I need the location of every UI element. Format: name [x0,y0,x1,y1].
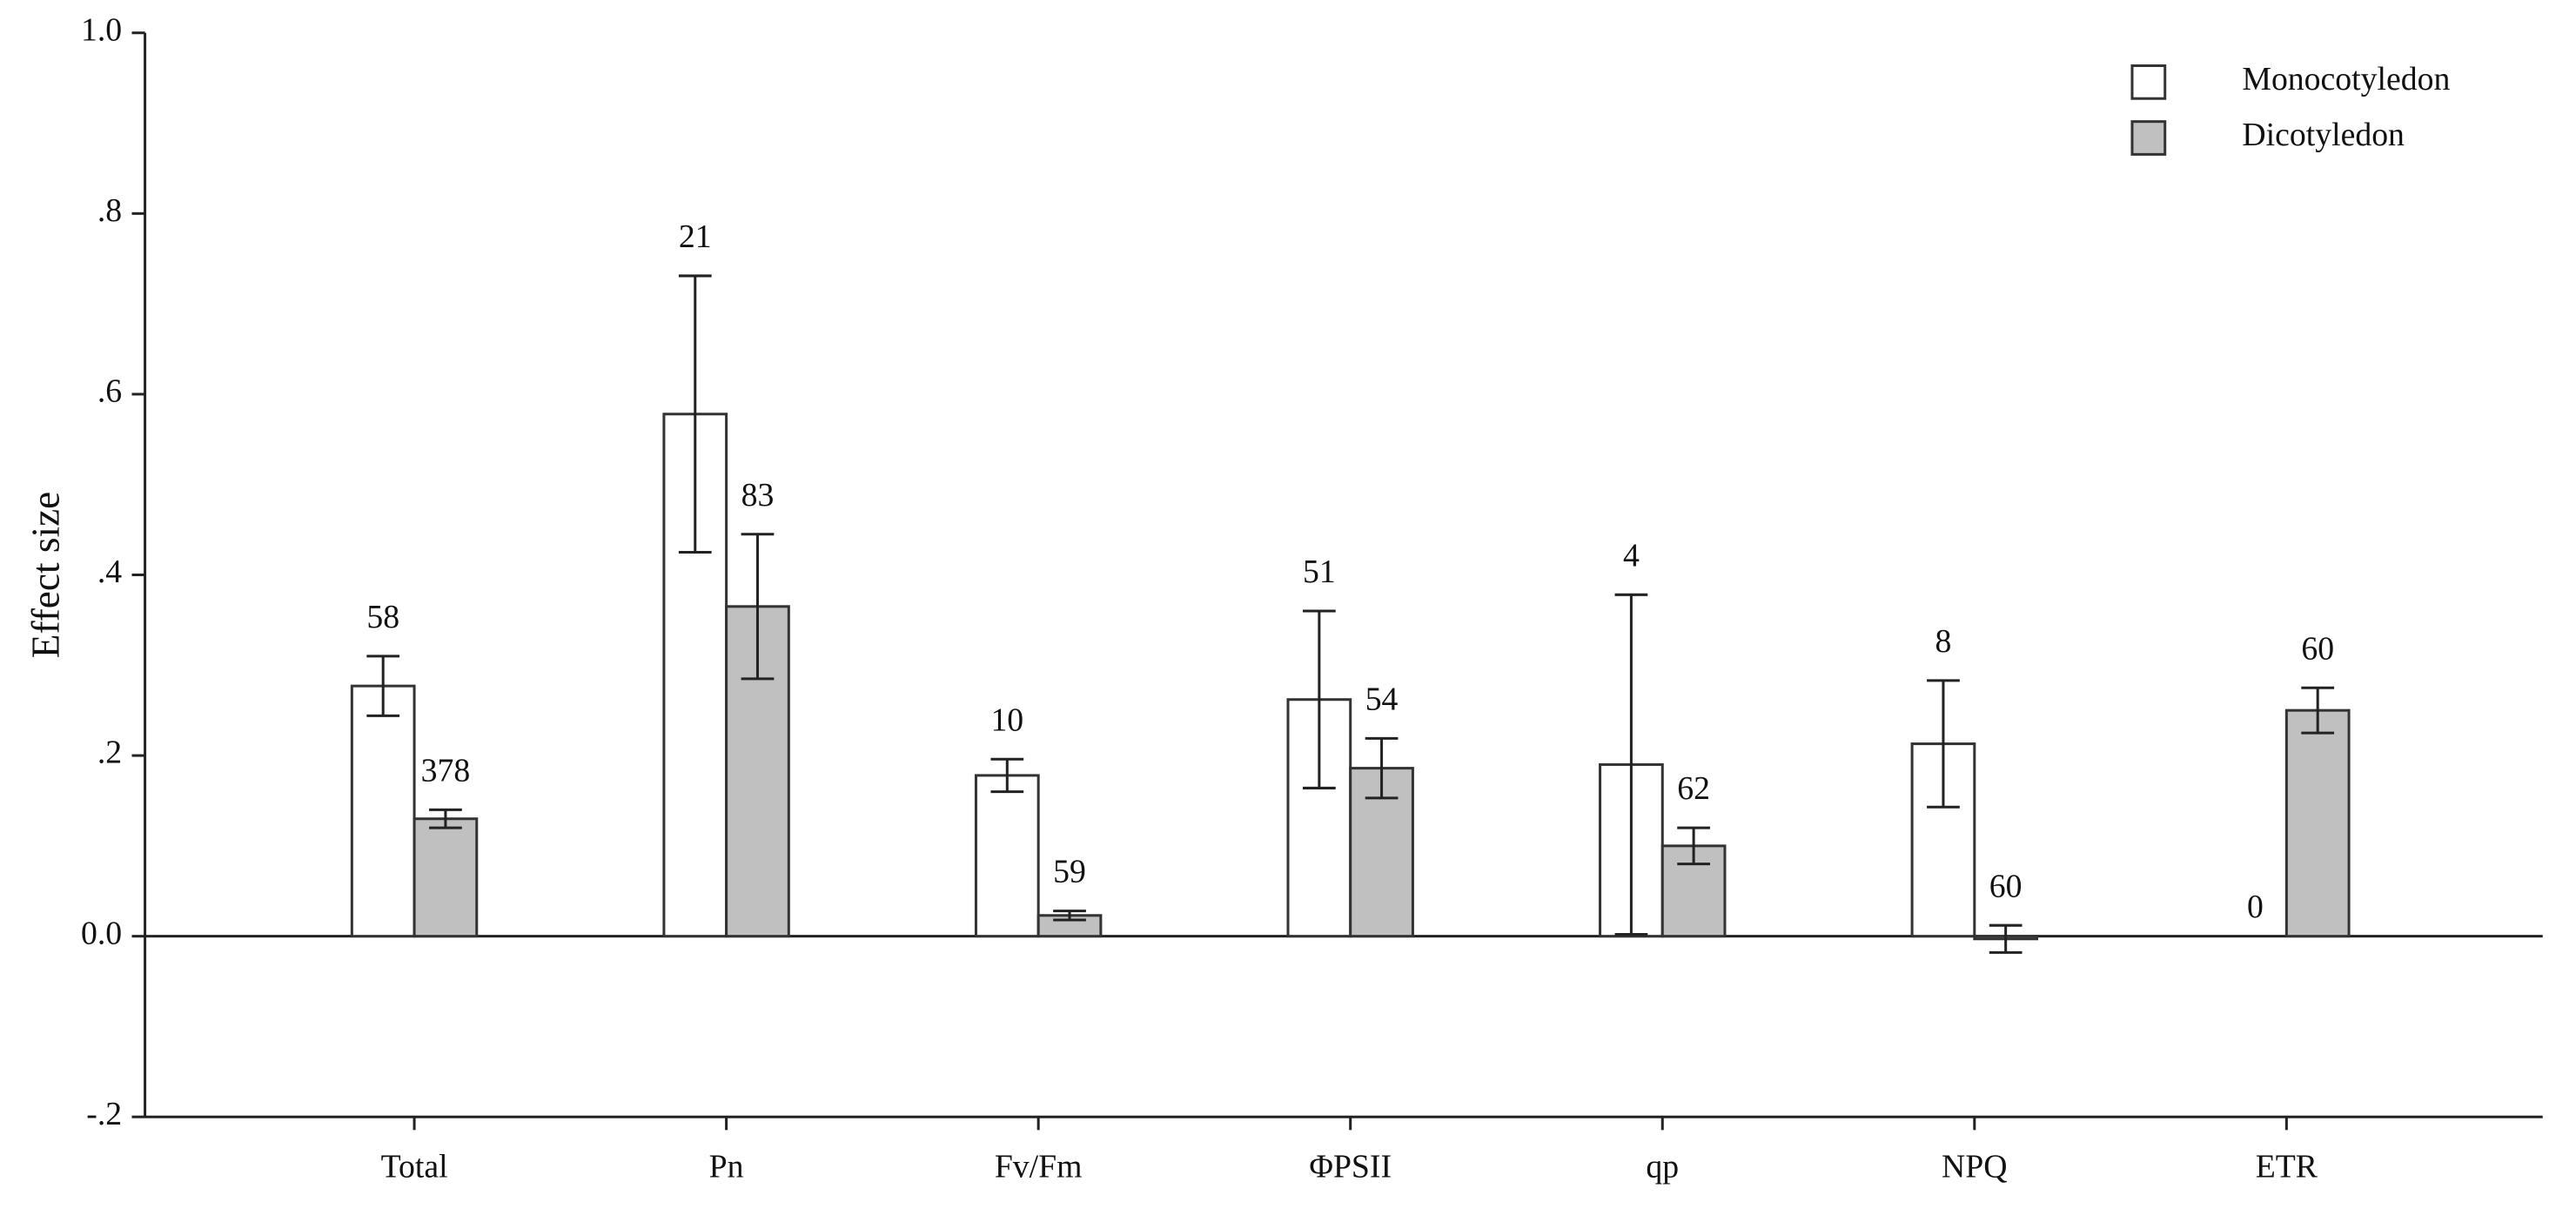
y-tick-label: -.2 [86,1096,122,1132]
bar [2284,708,2351,938]
error-bar [741,533,775,681]
sample-size-label: 378 [421,752,471,789]
error-bar [2301,686,2335,735]
error-bar [1677,826,1710,866]
sample-size-label: 54 [1365,681,1399,717]
sample-size-label: 51 [1303,554,1336,590]
sample-size-label: 59 [1053,854,1086,890]
y-tick-label: .6 [97,373,122,410]
error-bar [429,808,462,829]
error-bar [1365,736,1399,800]
error-bar [1302,609,1336,789]
x-tick-label: ΦPSII [1309,1148,1392,1185]
sample-size-label: 0 [2247,889,2264,925]
y-tick-label: 1.0 [81,11,122,48]
error-bar [1614,593,1648,937]
error-bar [678,274,712,554]
sample-size-label: 4 [1623,537,1640,574]
y-tick-label: .2 [97,735,122,771]
sample-size-label: 8 [1935,623,1952,660]
y-tick-label: .8 [97,192,122,229]
x-tick-label: ETR [2256,1148,2318,1185]
y-tick-label: 0.0 [81,915,122,951]
x-tick-label: Pn [709,1148,744,1185]
x-tick-label: Total [381,1148,448,1185]
sample-size-label: 83 [741,477,775,514]
error-bar [366,655,400,717]
bar [350,684,416,938]
y-tick-label: .4 [97,554,122,590]
legend-label: Monocotyledon [2242,61,2450,97]
x-tick-label: NPQ [1942,1148,2008,1185]
sample-size-label: 10 [990,702,1023,738]
x-tick-label: Fv/Fm [995,1148,1083,1185]
bar [974,774,1040,938]
sample-size-label: 62 [1677,770,1710,807]
error-bar [990,757,1024,794]
legend-swatch [2130,120,2167,156]
error-bar [1053,910,1086,922]
error-bar [1989,923,2023,954]
bar [413,817,479,938]
error-bar [1927,679,1960,809]
sample-size-label: 60 [2301,630,2334,667]
sample-size-label: 21 [679,218,712,255]
sample-size-label: 60 [1989,868,2023,904]
legend-label: Dicotyledon [2242,117,2405,153]
x-tick-label: qp [1646,1148,1679,1185]
sample-size-label: 58 [366,599,399,635]
legend-swatch [2130,64,2167,100]
y-axis-label: Effect size [24,492,68,659]
